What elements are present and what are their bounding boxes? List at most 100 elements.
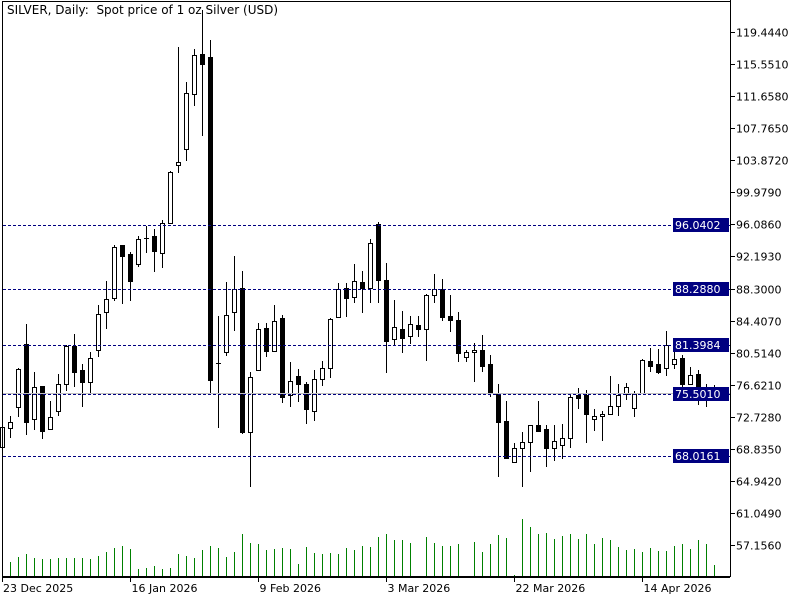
candle [232, 256, 237, 331]
candle-body-bull [104, 299, 109, 313]
candle [512, 443, 517, 463]
candle [216, 316, 221, 428]
level-label-box [673, 338, 729, 352]
candle-body-bull [256, 329, 261, 371]
candle [128, 252, 133, 301]
candle-body-bull [112, 247, 117, 299]
candle-body-bear [504, 421, 509, 459]
candle-body-bear [488, 364, 493, 394]
candle [480, 335, 485, 372]
candle-body-bull [640, 360, 645, 394]
candle-body-bull [192, 55, 197, 95]
candle-body-bear [152, 236, 157, 252]
candle-body-bear [680, 358, 685, 385]
candle-body-bull [368, 243, 373, 289]
candle [160, 220, 165, 268]
candle [328, 318, 333, 378]
price-tick-label: 64.9420 [736, 476, 782, 489]
candle [496, 384, 501, 477]
candle-body-bull [232, 289, 237, 313]
candle [672, 351, 677, 369]
candle-body-bear [24, 344, 29, 423]
candle-body-bear [536, 425, 541, 432]
candle-body-bear [128, 254, 133, 282]
candle-body-bull [520, 442, 525, 449]
candle-body-bear [120, 245, 125, 257]
candle-body-bear [456, 320, 461, 354]
level-label-box [673, 282, 729, 296]
candle-body-bear [384, 280, 389, 342]
candle-body-bull [8, 422, 13, 429]
candle-body-bear [360, 282, 365, 289]
candle-body-bull [64, 346, 69, 385]
candle-body-bull [56, 384, 61, 412]
candle [592, 409, 597, 431]
candle-body-bull [568, 397, 573, 439]
candle-body-bull [272, 321, 277, 352]
level-lines [3, 225, 730, 457]
candle-body-bull [136, 239, 141, 265]
candle-body-bull [408, 324, 413, 337]
candle [584, 390, 589, 443]
candle-body-bull [248, 377, 253, 433]
candle [472, 343, 477, 382]
chart-title: SILVER, Daily: Spot price of 1 oz Silver… [7, 3, 279, 17]
candle-body-bull [552, 441, 557, 449]
candle-body-bull [32, 387, 37, 420]
price-axis[interactable]: 119.4440 115.5510 111.6580 107.7650 103.8720… [730, 0, 789, 577]
level-labels: 96.0402 88.2880 81.3984 75.5010 68.0161 [673, 218, 729, 463]
candle-body-bull [528, 425, 533, 443]
candle-body-bull [288, 381, 293, 396]
candle-body-bull [424, 295, 429, 330]
candle-body-bull [560, 438, 565, 446]
candle [24, 324, 29, 435]
candle-body-bull [312, 379, 317, 412]
candle [72, 334, 77, 387]
candle [200, 10, 205, 136]
price-tick-label: 99.9790 [736, 187, 782, 200]
volume-bars [10, 519, 715, 576]
price-tick-label: 92.1930 [736, 251, 782, 264]
candle [640, 359, 645, 394]
candle [64, 345, 69, 391]
time-tick-label: 14 Apr 2026 [644, 582, 712, 595]
candle [152, 229, 157, 272]
time-axis[interactable]: 23 Dec 2025 16 Jan 2026 9 Feb 2026 3 Mar 20… [2, 577, 730, 595]
candle [40, 386, 45, 439]
candle-body-bull [328, 319, 333, 369]
candle [368, 239, 373, 303]
candle [312, 370, 317, 421]
candle [264, 323, 269, 357]
candle-body-bear [496, 393, 501, 423]
level-label: 81.3984 [675, 339, 721, 352]
candle [560, 424, 565, 459]
candle-body-bull [176, 162, 181, 166]
candle-body-bull [624, 387, 629, 395]
candle [304, 382, 309, 424]
candle [424, 294, 429, 361]
candle-body-bear [280, 318, 285, 398]
candle-body-bear [576, 395, 581, 399]
candle [16, 368, 21, 417]
candle-body-bear [72, 346, 77, 373]
candle-body-bear [648, 361, 653, 367]
candle [136, 236, 141, 267]
candle-body-bear [440, 289, 445, 318]
candle [184, 82, 189, 161]
candle [8, 416, 13, 438]
candle [432, 274, 437, 303]
candle [464, 350, 469, 362]
price-tick-label: 96.0860 [736, 219, 782, 232]
level-label: 68.0161 [675, 450, 721, 463]
candle-body-bull [688, 375, 693, 385]
candle [256, 323, 261, 371]
candle [488, 355, 493, 397]
candle-body-bull [320, 368, 325, 380]
candle-body-bull [512, 448, 517, 463]
candle-body-bear [344, 288, 349, 299]
candle [664, 331, 669, 376]
candle [104, 281, 109, 329]
candle-body-bull [88, 358, 93, 383]
candle [528, 425, 533, 472]
candle-body-bull [664, 345, 669, 369]
